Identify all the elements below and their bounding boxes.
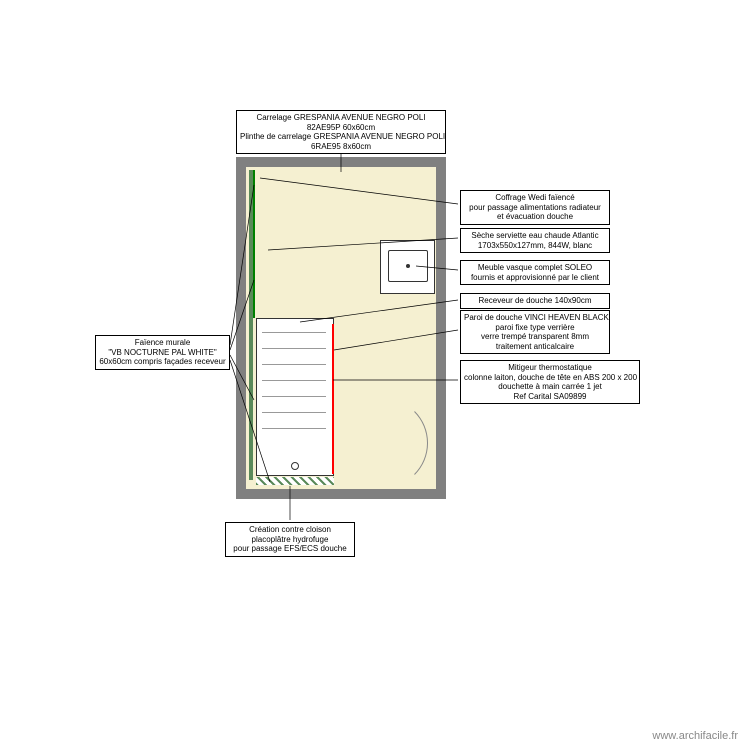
shower-screen-line xyxy=(332,324,334,474)
shower-groove xyxy=(262,428,326,429)
faience-line xyxy=(253,170,255,318)
shower-groove xyxy=(262,380,326,381)
shower-groove xyxy=(262,412,326,413)
shower-drain xyxy=(291,462,299,470)
annotation-meuble-vasque: Meuble vasque complet SOLEO fournis et a… xyxy=(460,260,610,285)
shower-tray xyxy=(256,318,334,476)
annotation-faience: Faïence murale "VB NOCTURNE PAL WHITE" 6… xyxy=(95,335,230,370)
annotation-mitigeur: Mitigeur thermostatique colonne laiton, … xyxy=(460,360,640,404)
watermark-text: www.archifacile.fr xyxy=(652,730,738,742)
vasque-tap xyxy=(406,264,410,268)
annotation-seche-serviette: Sèche serviette eau chaude Atlantic 1703… xyxy=(460,228,610,253)
shower-groove xyxy=(262,332,326,333)
annotation-carrelage: Carrelage GRESPANIA AVENUE NEGRO POLI 82… xyxy=(236,110,446,154)
shower-groove xyxy=(262,348,326,349)
annotation-cloison: Création contre cloison placoplâtre hydr… xyxy=(225,522,355,557)
floor-plan-canvas: Carrelage GRESPANIA AVENUE NEGRO POLI 82… xyxy=(0,0,750,750)
annotation-coffrage: Coffrage Wedi faïencé pour passage alime… xyxy=(460,190,610,225)
hatch-pattern xyxy=(256,477,334,485)
shower-groove xyxy=(262,396,326,397)
annotation-receveur: Receveur de douche 140x90cm xyxy=(460,293,610,309)
door-swing-arc xyxy=(338,398,428,488)
annotation-paroi: Paroi de douche VINCI HEAVEN BLACK paroi… xyxy=(460,310,610,354)
shower-groove xyxy=(262,364,326,365)
